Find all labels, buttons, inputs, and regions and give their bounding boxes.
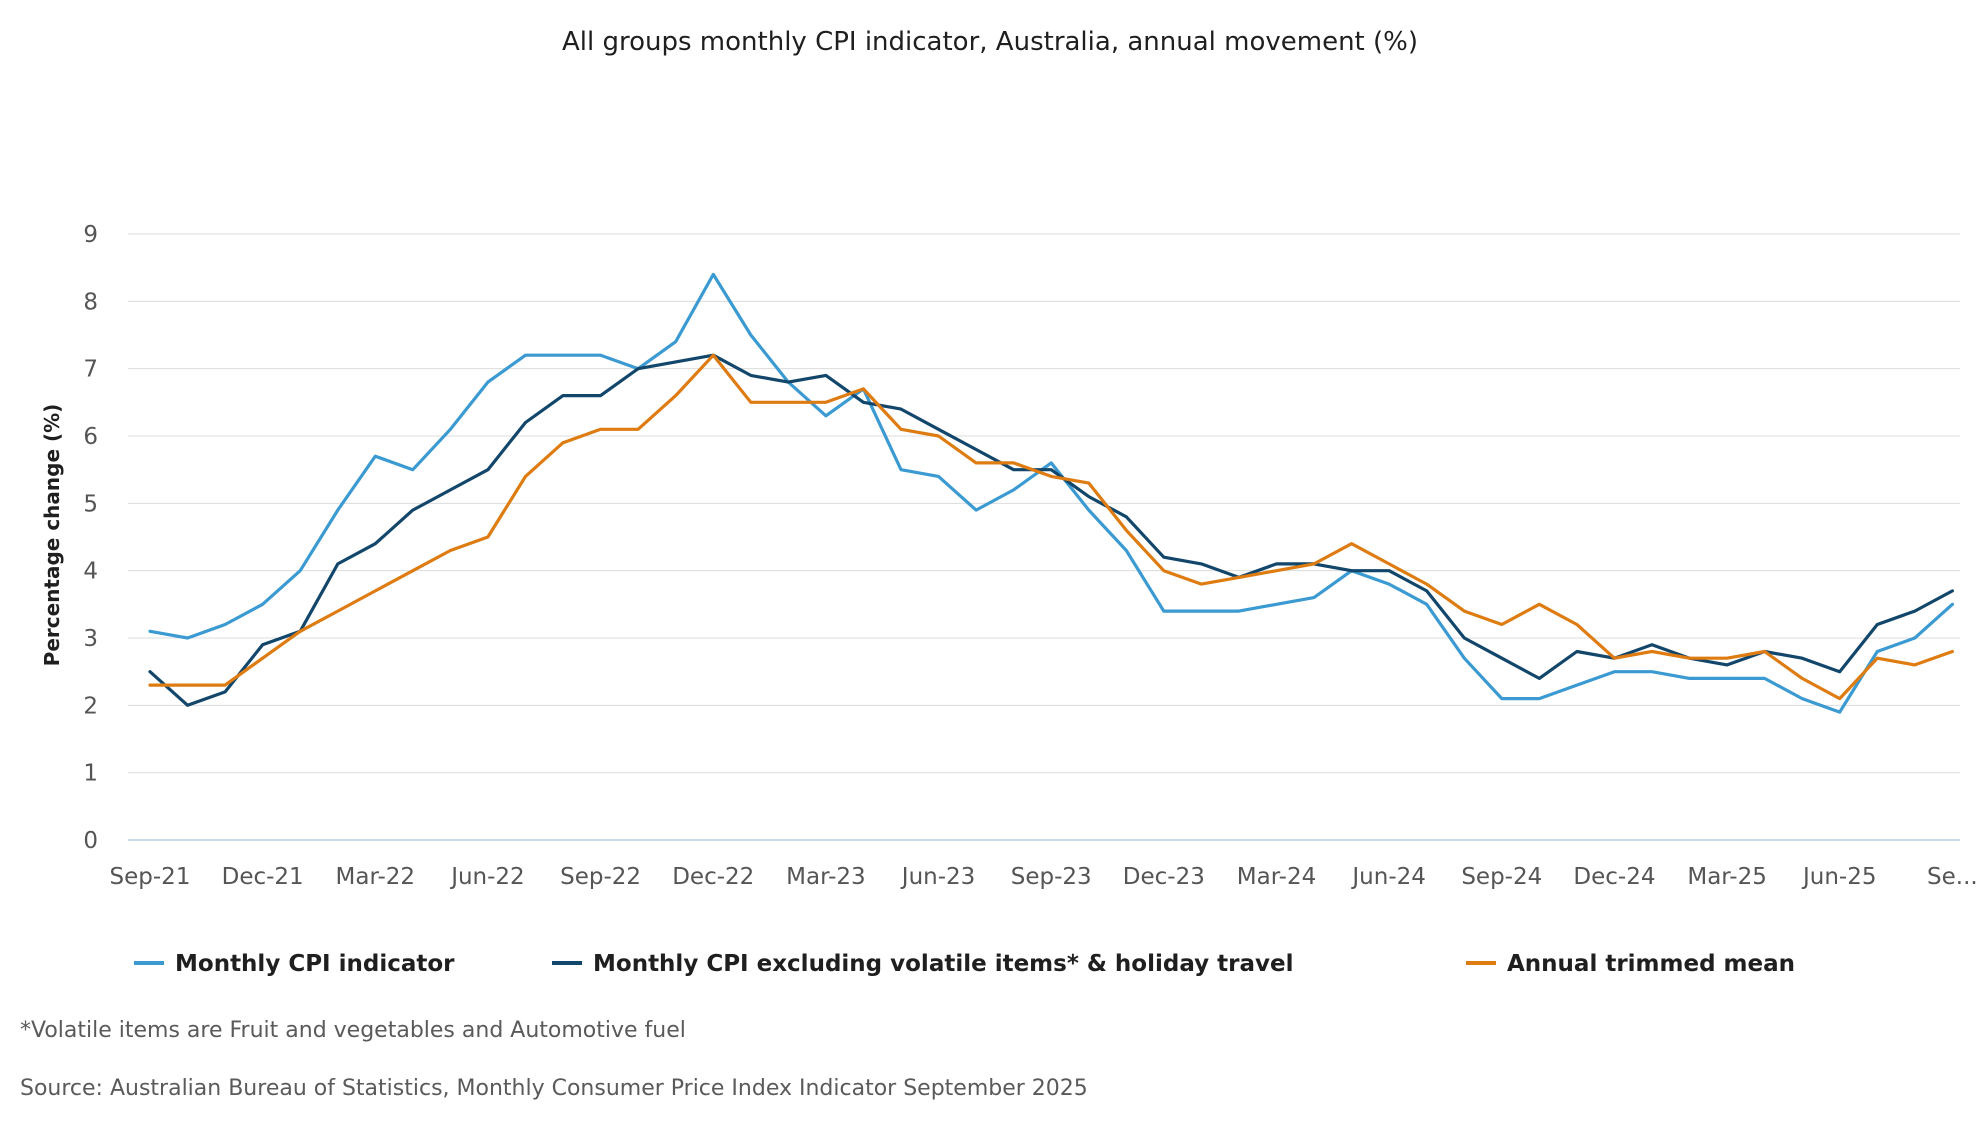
x-tick-label: Dec-21 [222, 864, 304, 890]
x-tick-label: Sep-21 [110, 864, 191, 890]
x-tick-label: Dec-23 [1123, 864, 1205, 890]
x-tick-label: Sep-22 [560, 864, 641, 890]
y-tick-label: 7 [83, 357, 98, 383]
footnote: *Volatile items are Fruit and vegetables… [20, 1018, 686, 1043]
legend-label: Annual trimmed mean [1507, 951, 1795, 977]
x-tick-label: Dec-24 [1573, 864, 1655, 890]
series-line-annual-trimmed-mean [148, 353, 1955, 701]
y-tick-label: 9 [83, 222, 98, 248]
x-tick-label: Sep-23 [1011, 864, 1092, 890]
x-tick-label: Mar-22 [336, 864, 416, 890]
source-note: Source: Australian Bureau of Statistics,… [20, 1076, 1088, 1101]
y-axis-label: Percentage change (%) [40, 404, 64, 667]
y-axis-ticks: 0 1 2 3 4 5 6 7 8 9 [83, 222, 98, 854]
x-tick-label: Jun-22 [449, 864, 525, 890]
x-tick-label: Se... [1927, 864, 1978, 890]
legend-label: Monthly CPI indicator [175, 951, 455, 977]
x-tick-label: Jun-25 [1801, 864, 1877, 890]
x-axis-ticks: Sep-21 Dec-21 Mar-22 Jun-22 Sep-22 Dec-22 Mar-… [110, 864, 1978, 890]
x-tick-label: Jun-24 [1350, 864, 1426, 890]
chart-title: All groups monthly CPI indicator, Austra… [562, 27, 1418, 57]
y-tick-label: 4 [83, 559, 98, 585]
y-tick-label: 8 [83, 289, 98, 315]
x-tick-label: Mar-24 [1237, 864, 1317, 890]
x-tick-label: Dec-22 [672, 864, 754, 890]
x-tick-label: Mar-25 [1687, 864, 1767, 890]
y-tick-label: 5 [83, 491, 98, 517]
y-tick-label: 3 [83, 626, 98, 652]
legend-label: Monthly CPI excluding volatile items* & … [593, 951, 1294, 977]
series-lines [148, 272, 1955, 714]
legend: Monthly CPI indicator Monthly CPI excludi… [134, 951, 1795, 977]
x-tick-label: Sep-24 [1461, 864, 1542, 890]
series-line-monthly-cpi-indicator [148, 272, 1955, 714]
cpi-line-chart: All groups monthly CPI indicator, Austra… [40, 27, 1978, 977]
y-tick-label: 2 [83, 693, 98, 719]
series-line-monthly-cpi-excluding-volatile-items-holiday-travel [148, 353, 1955, 707]
x-tick-label: Mar-23 [786, 864, 866, 890]
y-tick-label: 1 [83, 761, 98, 787]
y-tick-label: 0 [83, 828, 98, 854]
y-tick-label: 6 [83, 424, 98, 450]
x-tick-label: Jun-23 [900, 864, 976, 890]
gridlines [128, 233, 1960, 841]
